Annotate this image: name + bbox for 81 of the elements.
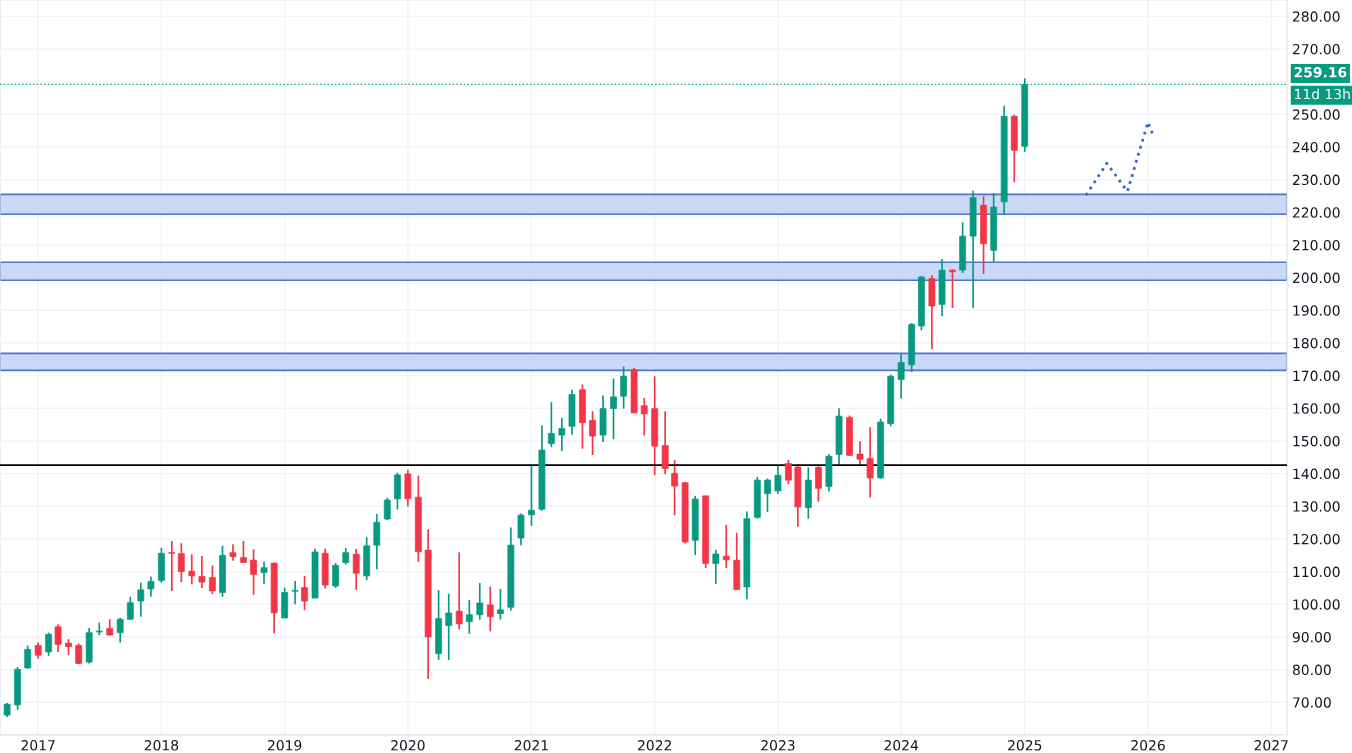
candlestick <box>54 623 62 653</box>
candlestick <box>445 592 453 661</box>
candlestick <box>465 599 473 635</box>
candlestick <box>198 555 206 589</box>
x-tick-label: 2020 <box>391 740 425 751</box>
candlestick <box>24 644 32 670</box>
candlestick <box>332 562 340 589</box>
y-tick-label: 220.00 <box>1292 207 1340 218</box>
y-tick-label: 210.00 <box>1292 239 1340 251</box>
y-tick-label: 120.00 <box>1293 533 1340 545</box>
candlestick <box>455 551 463 631</box>
candlestick <box>949 268 956 309</box>
candlestick <box>712 549 720 585</box>
x-tick-label: 2024 <box>884 740 919 751</box>
y-tick-label: 180.00 <box>1293 337 1340 349</box>
x-tick-label: 2021 <box>514 740 548 751</box>
candlestick <box>620 365 628 410</box>
y-tick-label: 150.00 <box>1293 435 1340 447</box>
candlestick <box>558 416 566 452</box>
candlestick <box>661 410 669 476</box>
y-tick-label: 160.00 <box>1293 403 1340 414</box>
y-tick-label: 230.00 <box>1292 174 1340 186</box>
candlestick <box>250 548 257 596</box>
y-tick-label: 170.00 <box>1293 370 1340 382</box>
candlestick <box>260 560 268 586</box>
candlestick <box>856 440 864 466</box>
candlestick <box>147 575 155 598</box>
candlestick <box>188 553 196 586</box>
x-tick-label: 2027 <box>1254 740 1288 751</box>
candlestick <box>497 588 504 621</box>
candlestick <box>301 575 308 611</box>
y-tick-label: 70.00 <box>1293 697 1331 708</box>
candlestick <box>610 377 617 441</box>
candlestick <box>352 548 360 591</box>
y-tick-label: 240.00 <box>1292 141 1340 153</box>
x-tick-label: 2023 <box>761 740 795 751</box>
y-tick-label: 140.00 <box>1293 468 1340 480</box>
candlestick <box>126 595 134 621</box>
candlestick <box>208 564 216 595</box>
candlestick <box>45 631 53 657</box>
y-tick-label: 280.00 <box>1292 11 1340 22</box>
y-tick-label: 250.00 <box>1292 109 1340 120</box>
x-tick-label: 2017 <box>21 740 55 751</box>
candlestick <box>722 524 730 569</box>
candlestick <box>785 459 792 485</box>
candlestick <box>373 513 381 571</box>
candlestick <box>774 464 782 495</box>
candlestick <box>671 459 678 516</box>
y-tick-label: 90.00 <box>1292 631 1331 643</box>
candlestick <box>137 581 145 618</box>
candlestick <box>547 401 555 448</box>
candlestick <box>240 540 247 564</box>
y-tick-label: 110.00 <box>1293 566 1340 578</box>
y-tick-label: 200.00 <box>1292 272 1340 284</box>
candlestick <box>168 540 176 592</box>
candlestick <box>764 477 771 513</box>
candlestick <box>177 542 185 583</box>
y-tick-label: 130.00 <box>1293 501 1340 512</box>
candlestick <box>897 353 905 400</box>
x-tick-label: 2019 <box>267 740 302 751</box>
candlestick <box>116 616 124 644</box>
x-tick-label: 2018 <box>144 740 179 751</box>
candlestick <box>589 410 596 456</box>
candlestick <box>476 582 484 621</box>
candlestick <box>815 463 822 503</box>
candlestick <box>866 426 874 499</box>
candlestick <box>517 512 525 546</box>
y-tick-label: 270.00 <box>1292 43 1340 55</box>
ref-line-label: 259.16 <box>1294 67 1347 78</box>
y-tick-label: 100.00 <box>1293 599 1340 610</box>
y-tick-label: 80.00 <box>1292 664 1331 676</box>
x-tick-label: 2026 <box>1131 740 1165 751</box>
x-tick-label: 2025 <box>1008 740 1042 751</box>
candlestick <box>486 585 494 633</box>
text: 11d 13h <box>1295 88 1350 100</box>
x-tick-label: 2022 <box>638 740 671 751</box>
candlestick <box>394 471 401 511</box>
y-tick-label: 190.00 <box>1293 305 1340 316</box>
candlestick <box>528 463 535 527</box>
candlestick <box>291 580 299 606</box>
candlestick <box>640 397 648 437</box>
